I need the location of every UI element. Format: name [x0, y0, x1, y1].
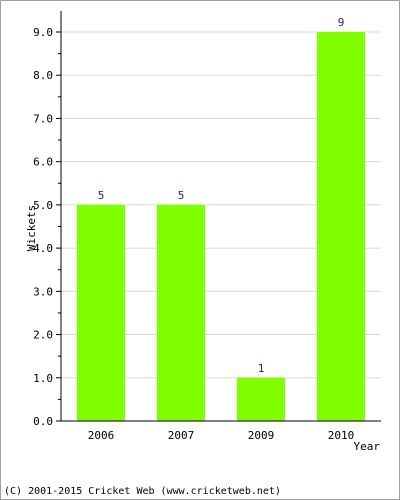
y-tick-label: 1.0 [33, 372, 53, 385]
y-tick-label: 3.0 [33, 285, 53, 298]
y-tick-label: 5.0 [33, 199, 53, 212]
y-axis-label: Wickets [25, 205, 38, 251]
x-tick-label: 2009 [248, 429, 275, 442]
bar-2007 [157, 204, 205, 421]
axes [60, 11, 381, 422]
data-label-2006: 5 [98, 189, 105, 202]
y-tick-label: 9.0 [33, 26, 53, 39]
y-tick-label: 0.0 [33, 415, 53, 428]
x-ticks: 2006 2007 2009 2010 [88, 429, 355, 442]
bar-2006 [77, 204, 125, 421]
y-tick-label: 8.0 [33, 69, 53, 82]
bars [77, 32, 365, 421]
y-ticks: 0.0 1.0 2.0 3.0 4.0 5.0 6.0 7.0 8.0 9.0 [33, 26, 61, 428]
copyright-text: (C) 2001-2015 Cricket Web (www.cricketwe… [4, 486, 281, 497]
data-label-2010: 9 [338, 16, 345, 29]
bar-2009 [237, 377, 285, 421]
data-labels: 5 5 1 9 [98, 16, 345, 375]
y-tick-label: 2.0 [33, 329, 53, 342]
y-tick-label: 7.0 [33, 112, 53, 125]
data-label-2009: 1 [258, 362, 265, 375]
bar-2010 [317, 32, 365, 421]
x-axis-label: Year [354, 440, 381, 453]
y-tick-label: 4.0 [33, 242, 53, 255]
x-tick-label: 2006 [88, 429, 115, 442]
y-tick-label: 6.0 [33, 156, 53, 169]
x-tick-label: 2007 [168, 429, 195, 442]
x-tick-label: 2010 [328, 429, 355, 442]
data-label-2007: 5 [178, 189, 185, 202]
